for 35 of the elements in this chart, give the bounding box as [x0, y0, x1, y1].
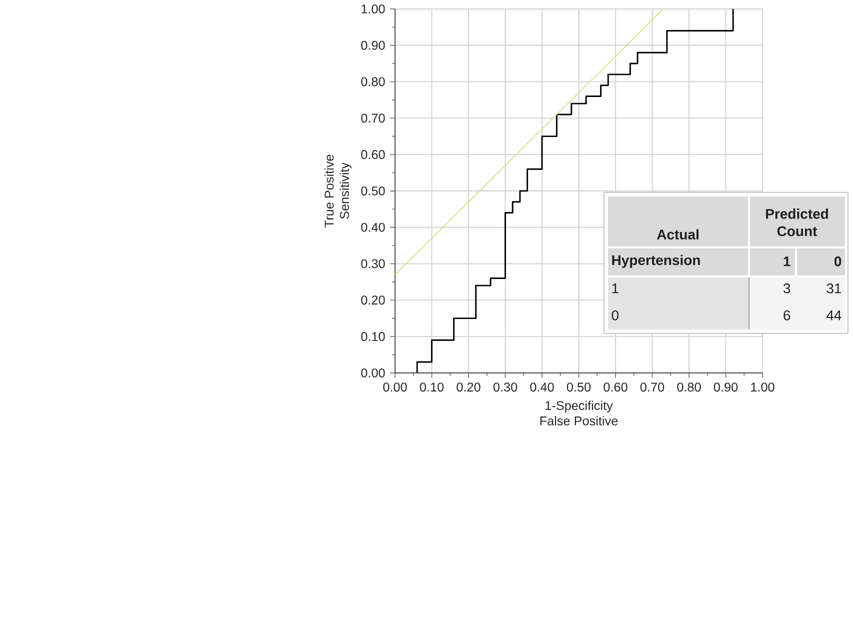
y-tick-label: 0.40 — [361, 222, 385, 232]
annotation: 0 — [612, 310, 619, 320]
text: 6 — [784, 310, 790, 320]
y-tick-label: 0.10 — [361, 332, 385, 341]
y-tick-label: 0.50 — [361, 186, 385, 196]
y-tick-label: 0.20 — [361, 295, 385, 304]
x-tick-label: 0.60 — [604, 382, 628, 392]
y-tick-label: 0.70 — [361, 113, 385, 122]
y-tick-label: 0.80 — [361, 77, 385, 86]
annotation: Actual — [656, 229, 698, 240]
x-tick-label: 0.70 — [640, 382, 664, 392]
text: 0 — [834, 256, 842, 266]
x-tick-label: 0.00 — [383, 382, 407, 392]
text: 3 — [783, 283, 790, 294]
x-tick-label: 0.90 — [714, 382, 738, 392]
text: 31 — [826, 283, 842, 294]
text: Predicted Count — [766, 208, 828, 236]
text: 44 — [826, 310, 842, 320]
annotation: Hypertension — [612, 254, 700, 268]
x-tick-label: 1.00 — [751, 382, 774, 392]
annotation: 1 — [612, 283, 618, 294]
x-tick-label: 0.50 — [566, 382, 591, 392]
y-tick-label: 0.00 — [361, 368, 385, 378]
text: 1 — [784, 256, 790, 266]
y-axis-title: True Positive Sensitivity — [324, 154, 352, 228]
y-tick-label: 0.30 — [361, 259, 385, 268]
x-tick-label: 0.10 — [420, 382, 444, 392]
x-tick-label: 0.30 — [493, 382, 518, 392]
x-tick-label: 0.40 — [530, 382, 554, 392]
y-tick-label: 0.90 — [361, 40, 385, 50]
y-tick-label: 0.60 — [361, 150, 385, 159]
x-axis-title: 1-Specificity False Positive — [540, 400, 618, 426]
y-tick-label: 1.00 — [362, 4, 385, 14]
x-tick-label: 0.20 — [456, 382, 480, 392]
x-tick-label: 0.80 — [677, 382, 701, 392]
